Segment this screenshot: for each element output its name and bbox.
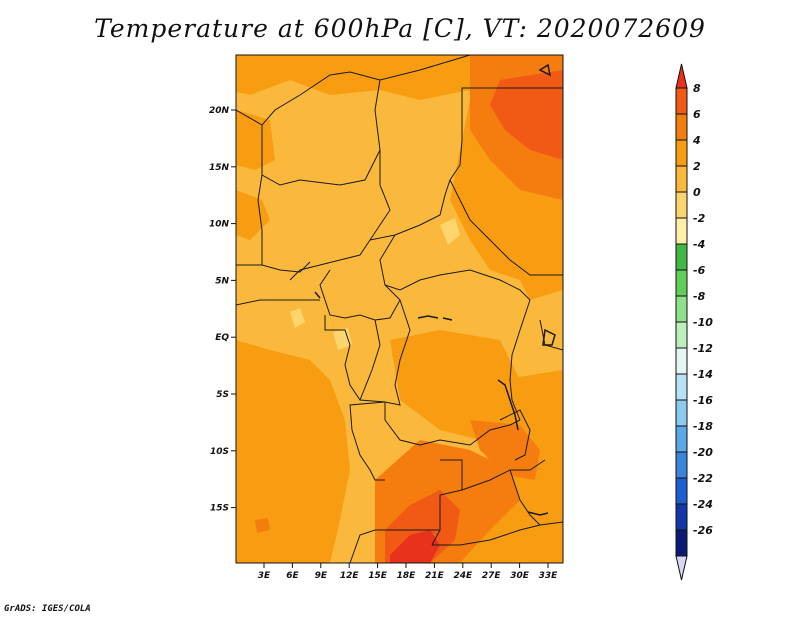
lat-tick-label: 15N <box>209 163 230 173</box>
colorbar-segment <box>675 373 688 401</box>
lon-tick-label: 15E <box>368 571 388 581</box>
colorbar-label: -20 <box>693 446 713 459</box>
colorbar-segment <box>675 191 688 219</box>
country-borders <box>236 55 563 563</box>
lon-tick-label: 3E <box>258 571 271 581</box>
field-hot-south-east <box>470 420 540 480</box>
colorbar-label: -26 <box>693 524 713 537</box>
colorbar-segment <box>675 347 688 375</box>
colorbar-segment <box>675 217 688 245</box>
field-hot-southwest-patch <box>255 518 270 533</box>
colorbar-segment <box>675 165 688 193</box>
lon-tick-label: 12E <box>340 571 360 581</box>
lon-tick-label: 24E <box>453 571 473 581</box>
grads-credit: GrADS: IGES/COLA <box>4 604 91 614</box>
lat-tick-label: 5N <box>215 276 229 286</box>
colorbar-label: 6 <box>693 108 701 121</box>
lakes <box>314 63 556 516</box>
colorbar-segment <box>675 425 688 453</box>
lon-tick-label: 9E <box>315 571 328 581</box>
colorbar: 8 6 4 2 0 -2 -4 -6 -8 -10 -12 -14 -16 -18 -20 -22 -24 -26 <box>675 63 713 581</box>
field-hottest-south <box>390 530 440 563</box>
colorbar-segment <box>675 295 688 323</box>
lat-tick-label: 15S <box>210 504 229 514</box>
map-title: Temperature at 600hPa [C], VT: 202007260… <box>94 14 706 43</box>
colorbar-label: -6 <box>693 264 706 277</box>
colorbar-label: -4 <box>693 238 705 251</box>
colorbar-label: -16 <box>693 394 713 407</box>
field-warm-north <box>236 55 470 100</box>
lat-tick-label: 20N <box>209 106 230 116</box>
colorbar-segment <box>675 243 688 271</box>
lat-tick-label: 10N <box>209 220 230 230</box>
colorbar-label: -8 <box>693 290 706 303</box>
lat-tick-label: EQ <box>215 333 229 343</box>
colorbar-segment <box>675 477 688 505</box>
field-warm-west <box>236 340 350 563</box>
colorbar-label: -14 <box>693 368 713 381</box>
colorbar-label: -24 <box>693 498 713 511</box>
colorbar-bottom-arrow <box>675 555 688 581</box>
lon-tick-label: 27E <box>482 571 502 581</box>
colorbar-label: -22 <box>693 472 713 485</box>
lon-tick-label: 6E <box>286 571 299 581</box>
lat-tick-label: 5S <box>216 390 229 400</box>
colorbar-segment <box>675 321 688 349</box>
colorbar-segment <box>675 269 688 297</box>
colorbar-label: 8 <box>693 82 701 95</box>
colorbar-label: -10 <box>693 316 713 329</box>
colorbar-label: 2 <box>693 160 701 173</box>
colorbar-segment <box>675 139 688 167</box>
lat-tick-label: 10S <box>210 447 229 457</box>
field-warm-west-upper <box>236 110 275 170</box>
field-cool-patch-center <box>440 218 460 245</box>
colorbar-label: 4 <box>692 134 701 147</box>
lon-tick-label: 30E <box>510 571 530 581</box>
lon-tick-label: 18E <box>397 571 417 581</box>
colorbar-label: -18 <box>693 420 713 433</box>
colorbar-top-arrow <box>675 63 688 89</box>
colorbar-segment <box>675 503 688 531</box>
colorbar-segment <box>675 451 688 479</box>
colorbar-segment <box>675 113 688 141</box>
lon-tick-label: 21E <box>425 571 445 581</box>
field-cool-patch-west <box>290 308 305 328</box>
colorbar-segment <box>675 529 688 557</box>
colorbar-label: -2 <box>693 212 706 225</box>
field-cool-patch-gabon <box>333 328 352 350</box>
latitude-axis: 20N 15N 10N 5N EQ 5S 10S 15S <box>209 106 236 514</box>
colorbar-segment <box>675 399 688 427</box>
colorbar-segment <box>675 87 688 115</box>
field-warm-center <box>390 330 520 440</box>
map-frame <box>235 54 564 564</box>
lon-tick-label: 33E <box>539 571 559 581</box>
temperature-field <box>236 55 563 563</box>
colorbar-label: -12 <box>693 342 713 355</box>
longitude-axis: 3E 6E 9E 12E 15E 18E 21E 24E 27E 30E 33E <box>258 563 558 581</box>
colorbar-label: 0 <box>693 186 701 199</box>
field-hotter-northeast <box>490 70 563 160</box>
